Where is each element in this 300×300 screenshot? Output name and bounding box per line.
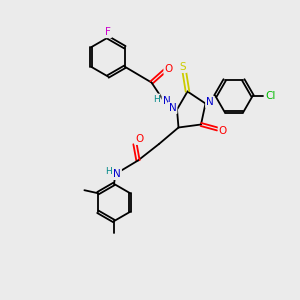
- Text: H: H: [153, 94, 159, 103]
- Text: S: S: [180, 62, 186, 72]
- Text: F: F: [105, 27, 111, 37]
- Text: Cl: Cl: [266, 91, 276, 101]
- Text: O: O: [164, 64, 173, 74]
- Text: N: N: [206, 97, 214, 107]
- Text: O: O: [135, 134, 144, 144]
- Text: H: H: [105, 167, 111, 176]
- Text: O: O: [219, 125, 227, 136]
- Text: N: N: [163, 95, 170, 106]
- Text: N: N: [169, 103, 176, 113]
- Text: N: N: [113, 169, 121, 179]
